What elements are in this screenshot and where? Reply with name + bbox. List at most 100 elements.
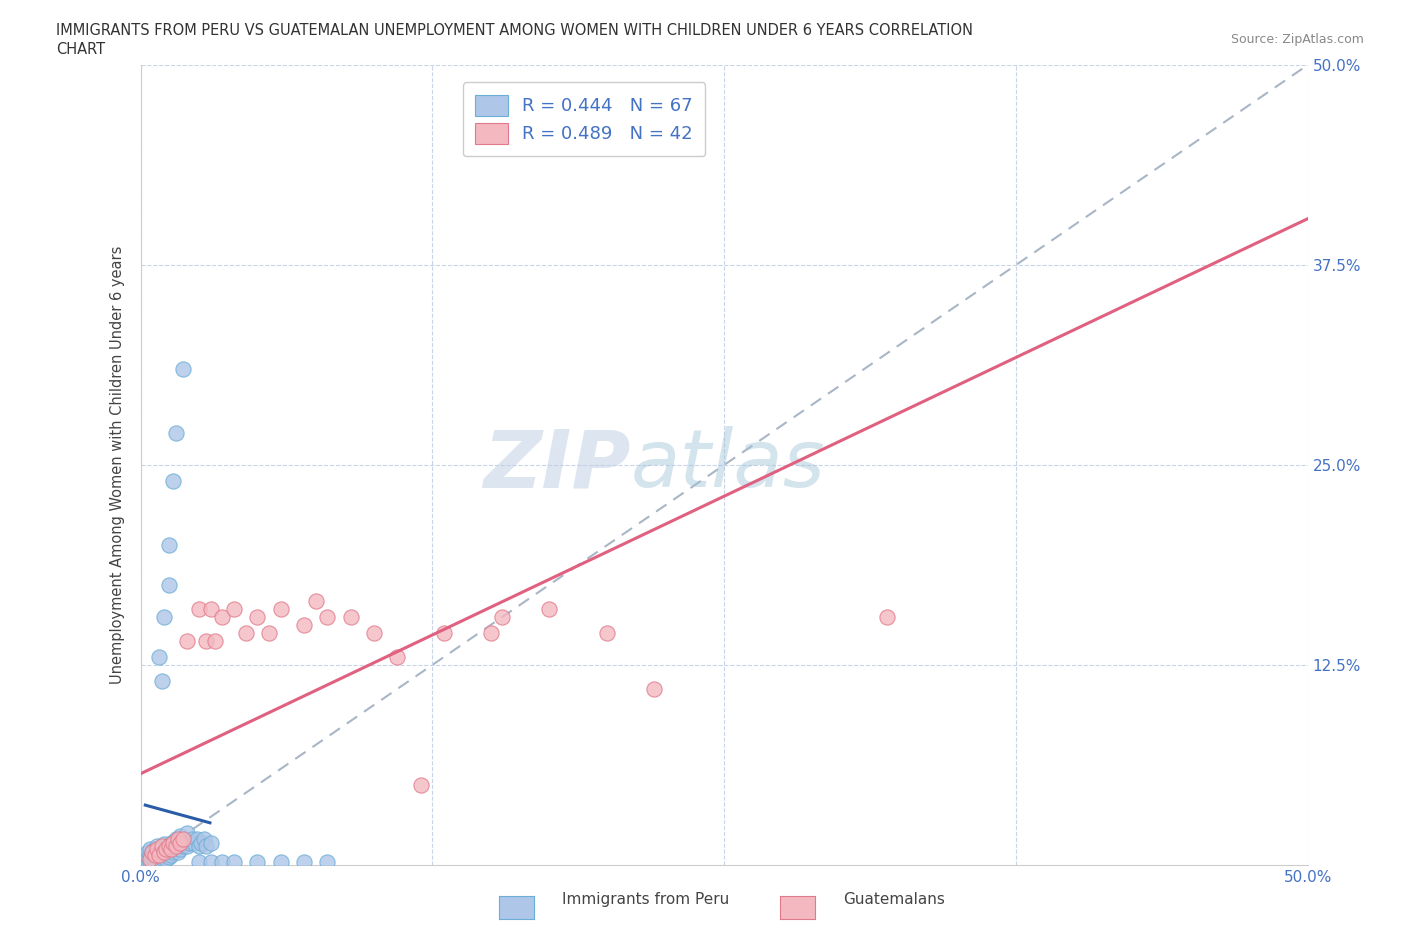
- Point: [537, 602, 560, 617]
- Point: [200, 855, 222, 870]
- Point: [139, 848, 162, 863]
- Point: [270, 602, 292, 617]
- Point: [167, 844, 190, 859]
- Text: Guatemalans: Guatemalans: [844, 892, 945, 907]
- Point: [190, 835, 212, 850]
- Point: [143, 848, 166, 863]
- Point: [172, 831, 194, 846]
- Point: [160, 848, 183, 863]
- Point: [162, 844, 184, 859]
- Point: [188, 855, 211, 870]
- Point: [876, 609, 898, 624]
- Point: [150, 673, 173, 688]
- Point: [143, 855, 166, 870]
- Point: [136, 849, 159, 864]
- Point: [146, 838, 169, 853]
- Legend: R = 0.444   N = 67, R = 0.489   N = 42: R = 0.444 N = 67, R = 0.489 N = 42: [463, 82, 706, 156]
- Point: [165, 426, 187, 441]
- Point: [270, 855, 292, 870]
- Point: [153, 609, 176, 624]
- Point: [165, 831, 187, 846]
- Point: [172, 838, 194, 853]
- Point: [153, 844, 176, 859]
- Point: [150, 838, 173, 853]
- Point: [141, 844, 163, 859]
- Point: [150, 842, 173, 857]
- Point: [387, 649, 409, 664]
- Point: [643, 682, 665, 697]
- Point: [491, 609, 513, 624]
- Point: [179, 835, 201, 850]
- Point: [211, 855, 233, 870]
- Text: IMMIGRANTS FROM PERU VS GUATEMALAN UNEMPLOYMENT AMONG WOMEN WITH CHILDREN UNDER : IMMIGRANTS FROM PERU VS GUATEMALAN UNEMP…: [56, 23, 973, 38]
- Point: [305, 593, 328, 608]
- Point: [176, 838, 198, 853]
- Point: [162, 835, 184, 850]
- Point: [157, 578, 180, 592]
- Text: Immigrants from Peru: Immigrants from Peru: [562, 892, 730, 907]
- Point: [409, 777, 432, 792]
- Text: atlas: atlas: [631, 426, 825, 504]
- Point: [246, 855, 269, 870]
- Point: [136, 855, 159, 870]
- Point: [257, 626, 280, 641]
- Point: [235, 626, 257, 641]
- Text: Source: ZipAtlas.com: Source: ZipAtlas.com: [1230, 33, 1364, 46]
- Point: [157, 538, 180, 552]
- Point: [193, 831, 215, 846]
- Point: [479, 626, 502, 641]
- Y-axis label: Unemployment Among Women with Children Under 6 years: Unemployment Among Women with Children U…: [110, 246, 125, 684]
- Point: [222, 602, 245, 617]
- Point: [146, 848, 169, 863]
- Point: [141, 855, 163, 870]
- Point: [316, 855, 339, 870]
- Point: [162, 473, 184, 488]
- Point: [146, 842, 169, 857]
- Point: [204, 633, 226, 648]
- Point: [139, 855, 162, 870]
- Point: [181, 831, 204, 846]
- Point: [167, 831, 190, 846]
- Point: [165, 838, 187, 853]
- Point: [246, 609, 269, 624]
- Point: [183, 835, 205, 850]
- Point: [169, 829, 191, 844]
- Text: CHART: CHART: [56, 42, 105, 57]
- Point: [211, 609, 233, 624]
- Point: [150, 849, 173, 864]
- Point: [200, 835, 222, 850]
- Point: [433, 626, 456, 641]
- Point: [160, 835, 183, 850]
- Point: [153, 853, 176, 868]
- Point: [148, 848, 170, 863]
- Point: [585, 89, 607, 104]
- Point: [141, 849, 163, 864]
- Point: [292, 618, 315, 632]
- Point: [186, 831, 208, 846]
- Point: [157, 838, 180, 853]
- Point: [139, 842, 162, 857]
- Point: [136, 844, 159, 859]
- Point: [188, 838, 211, 853]
- Point: [157, 838, 180, 853]
- Point: [176, 826, 198, 841]
- Point: [169, 835, 191, 850]
- Point: [176, 633, 198, 648]
- Point: [134, 855, 156, 870]
- Point: [134, 851, 156, 866]
- Point: [200, 602, 222, 617]
- Point: [155, 842, 177, 857]
- Point: [165, 842, 187, 857]
- Point: [139, 851, 162, 866]
- Point: [172, 362, 194, 377]
- Point: [153, 844, 176, 859]
- Point: [363, 626, 385, 641]
- Point: [339, 609, 361, 624]
- Point: [157, 849, 180, 864]
- Point: [222, 855, 245, 870]
- Point: [146, 853, 169, 868]
- Point: [167, 835, 190, 850]
- Point: [292, 855, 315, 870]
- Point: [596, 626, 619, 641]
- Point: [155, 842, 177, 857]
